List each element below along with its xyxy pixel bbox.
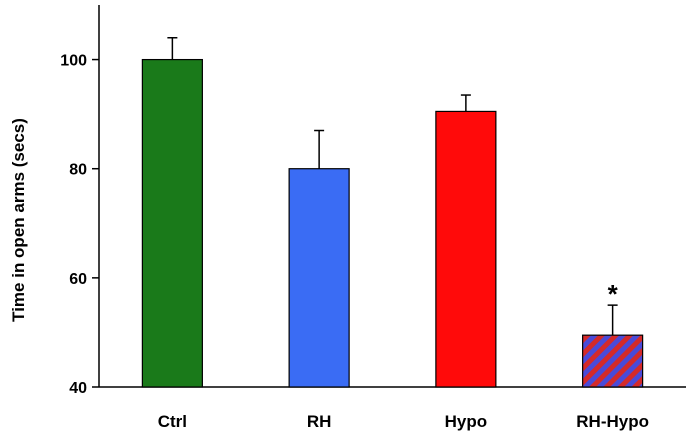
y-tick-label: 60 bbox=[69, 271, 87, 288]
y-tick-label: 100 bbox=[60, 53, 87, 70]
y-axis-title: Time in open arms (secs) bbox=[9, 118, 28, 322]
y-tick-label: 80 bbox=[69, 162, 87, 179]
x-tick-label: Hypo bbox=[445, 412, 488, 431]
y-tick-label: 40 bbox=[69, 380, 87, 397]
x-tick-label: RH bbox=[307, 412, 332, 431]
significance-annotation: * bbox=[608, 279, 619, 309]
x-tick-label: RH-Hypo bbox=[576, 412, 649, 431]
bar-ctrl bbox=[141, 58, 203, 388]
x-tick-label: Ctrl bbox=[158, 412, 187, 431]
bar-rh bbox=[288, 168, 350, 388]
bar-rh-hypo bbox=[582, 334, 644, 388]
bar-hypo bbox=[435, 110, 497, 388]
